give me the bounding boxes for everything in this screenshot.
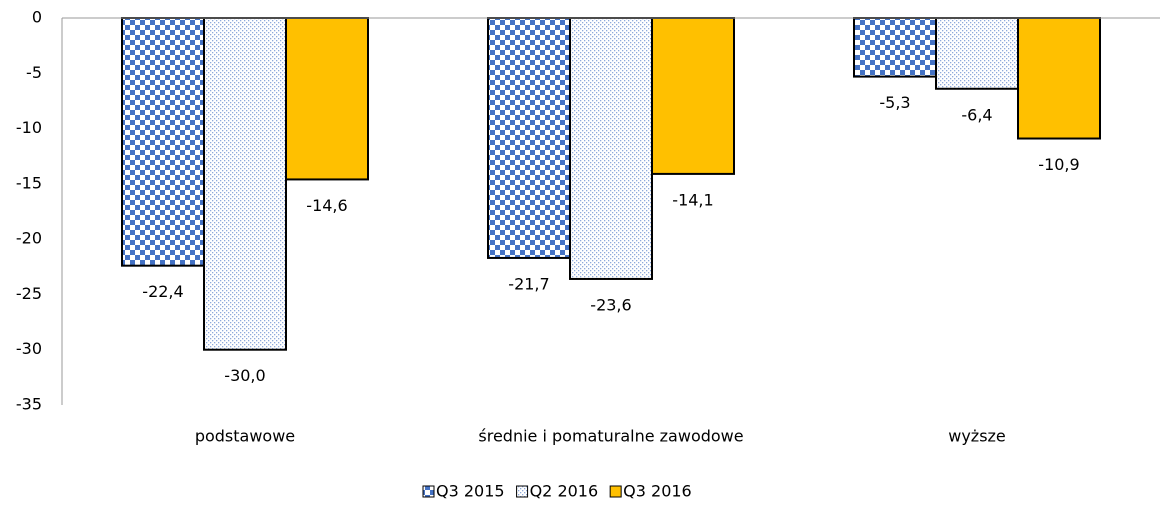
x-tick-label: podstawowe — [195, 427, 295, 446]
bar — [651, 17, 735, 175]
legend-label: Q3 2016 — [623, 482, 692, 501]
y-tick-label: -20 — [16, 229, 42, 248]
bar — [487, 17, 571, 259]
value-label: -30,0 — [224, 366, 265, 385]
legend-label: Q3 2015 — [436, 482, 505, 501]
y-tick-label: 0 — [32, 8, 42, 27]
x-tick-label: wyższe — [948, 427, 1006, 446]
value-label: -14,1 — [672, 190, 713, 209]
y-tick-label: -25 — [16, 284, 42, 303]
y-tick-label: -15 — [16, 173, 42, 192]
bar — [203, 17, 287, 351]
value-label: -6,4 — [961, 105, 992, 124]
value-label: -14,6 — [306, 196, 347, 215]
y-tick-label: -30 — [16, 339, 42, 358]
legend-swatch — [516, 485, 529, 498]
value-label: -21,7 — [508, 274, 549, 293]
bar — [853, 17, 937, 78]
y-tick-label: -5 — [26, 63, 42, 82]
y-tick-label: -35 — [16, 395, 42, 414]
value-label: -22,4 — [142, 282, 183, 301]
value-label: -23,6 — [590, 295, 631, 314]
bar — [121, 17, 205, 267]
legend-label: Q2 2016 — [530, 482, 599, 501]
bar — [1017, 17, 1101, 140]
y-tick-label: -10 — [16, 118, 42, 137]
value-label: -5,3 — [879, 93, 910, 112]
value-label: -10,9 — [1038, 155, 1079, 174]
legend-swatch — [422, 485, 435, 498]
legend-swatch — [609, 485, 622, 498]
bar — [935, 17, 1019, 90]
bar — [285, 17, 369, 181]
bar — [569, 17, 653, 280]
x-tick-label: średnie i pomaturalne zawodowe — [478, 427, 743, 446]
